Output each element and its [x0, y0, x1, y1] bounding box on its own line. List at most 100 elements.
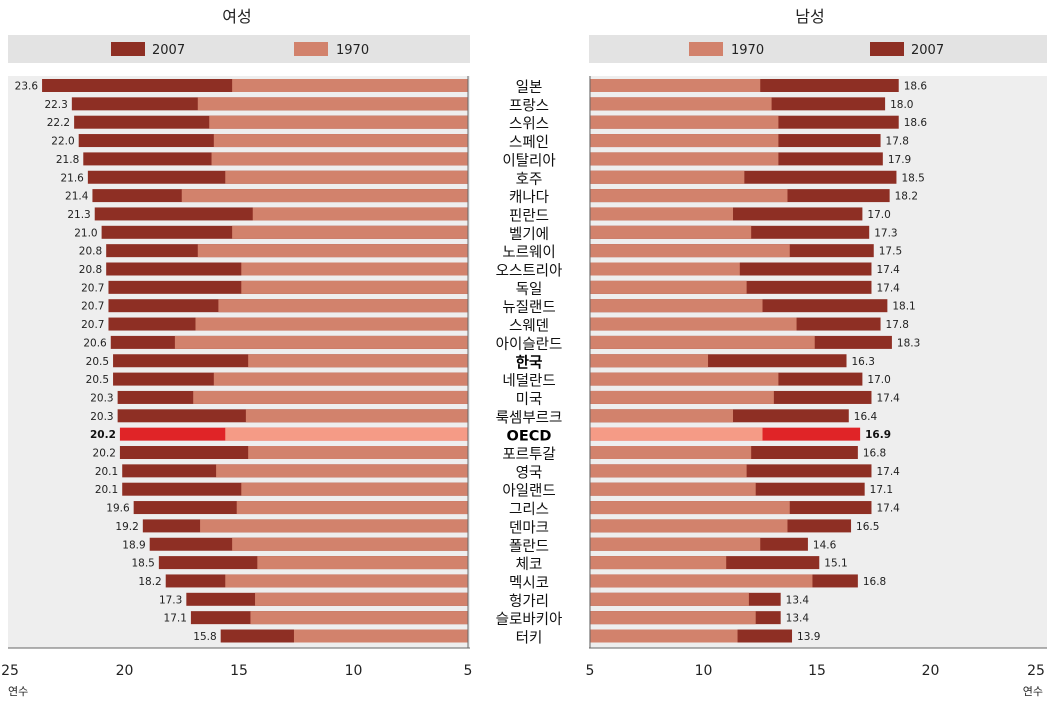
country-label: 포르투갈 [502, 446, 555, 463]
male-value-label: 17.9 [888, 154, 911, 166]
country-label: 헝가리 [509, 593, 549, 610]
male-legend-swatch-1970 [689, 42, 723, 56]
country-label: 핀란드 [509, 207, 549, 224]
male-value-label: 15.1 [824, 558, 847, 570]
country-label: 영국 [516, 464, 543, 481]
country-label: 캐나다 [509, 189, 549, 206]
female-bar-1970 [252, 207, 468, 221]
female-value-label: 22.3 [44, 99, 67, 111]
male-bar-1970 [590, 79, 761, 92]
country-label: 스웨덴 [509, 318, 549, 335]
male-bar-1970 [590, 170, 745, 184]
female-unit-label: 연수 [8, 685, 28, 698]
country-label: 네덜란드 [502, 373, 555, 390]
male-value-label: 18.6 [904, 81, 928, 93]
female-bar-1970 [216, 464, 468, 478]
female-legend-swatch-1970 [294, 42, 328, 56]
country-label: 터키 [516, 630, 543, 647]
female-value-label: 20.3 [90, 392, 113, 404]
female-bar-1970 [241, 280, 468, 294]
female-value-label: 20.6 [83, 337, 107, 349]
male-value-label: 18.0 [890, 99, 913, 111]
male-x-tick-label: 20 [922, 663, 940, 679]
male-bar-1970 [590, 152, 779, 166]
female-bar-1970 [174, 335, 468, 349]
female-value-label: 21.4 [65, 191, 89, 203]
female-bar-1970 [255, 592, 468, 606]
male-bar-1970 [590, 189, 788, 203]
male-bar-1970 [590, 611, 756, 625]
male-legend-swatch-2007 [870, 42, 904, 56]
female-x-tick-label: 5 [464, 663, 473, 679]
country-label: 룩셈부르크 [496, 409, 563, 426]
female-legend-swatch-2007 [111, 42, 145, 56]
female-bar-1970 [232, 225, 468, 239]
country-label: 오스트리아 [496, 263, 563, 280]
male-x-tick-label: 25 [1027, 663, 1045, 679]
male-value-label: 17.8 [886, 319, 909, 331]
male-bar-1970 [590, 574, 813, 588]
male-value-label: 18.5 [901, 172, 924, 184]
male-x-tick-label: 15 [808, 663, 826, 679]
country-label: 뉴질랜드 [502, 299, 555, 316]
male-bar-1970 [590, 317, 797, 331]
female-bar-1970 [197, 97, 468, 111]
country-label: 체코 [516, 556, 543, 573]
female-bar-1970 [181, 189, 468, 203]
male-value-label: 13.4 [786, 613, 810, 625]
male-value-label: 18.3 [897, 337, 920, 349]
female-legend-label-1970: 1970 [336, 43, 369, 58]
female-bar-1970 [193, 390, 468, 404]
female-bar-1970 [293, 629, 468, 643]
female-value-label: 20.5 [86, 374, 109, 386]
female-value-label: 20.7 [81, 319, 104, 331]
female-value-label: 20.8 [79, 264, 102, 276]
male-value-label: 17.0 [867, 209, 890, 221]
male-bar-1970 [590, 244, 790, 258]
female-value-label: 23.6 [15, 81, 39, 93]
male-value-label: 16.9 [865, 429, 891, 441]
female-bar-1970 [200, 519, 468, 533]
male-bar-1970 [590, 134, 779, 148]
country-label: 독일 [516, 281, 543, 298]
female-bar-1970 [197, 244, 468, 258]
country-label: OECD [507, 429, 552, 445]
female-x-tick-label: 10 [345, 663, 363, 679]
country-labels: 일본프랑스스위스스페인이탈리아호주캐나다핀란드벨기에노르웨이오스트리아독일뉴질랜… [496, 79, 563, 647]
female-value-label: 15.8 [193, 631, 216, 643]
male-legend-label-2007: 2007 [911, 43, 944, 58]
female-legend-box [8, 35, 470, 63]
female-bar-1970 [209, 115, 469, 129]
male-bar-1970 [590, 556, 727, 570]
female-bar-1970 [232, 537, 468, 551]
female-bar-1970 [250, 611, 468, 625]
male-value-label: 17.4 [876, 392, 900, 404]
female-value-label: 20.2 [93, 448, 116, 460]
country-label: 이탈리아 [502, 152, 555, 169]
female-value-label: 18.2 [138, 576, 161, 588]
country-label: 그리스 [509, 501, 549, 518]
country-label: 노르웨이 [502, 244, 555, 261]
male-value-label: 17.4 [876, 264, 900, 276]
male-bars: 18.6 18.0 18.6 17.8 17.9 18.5 18.2 17.0 17.3 17.5… [590, 79, 927, 643]
male-value-label: 17.4 [876, 503, 900, 515]
x-axes: 25 20 15 10 5 5 10 15 20 25 [1, 76, 1047, 679]
female-bar-1970 [213, 372, 468, 386]
male-bar-1970 [590, 427, 763, 441]
female-bar-1970 [248, 446, 468, 459]
country-label: 아이슬란드 [496, 336, 563, 353]
male-bar-1970 [590, 464, 747, 478]
male-legend-box [589, 35, 1047, 63]
male-bar-1970 [590, 225, 752, 239]
male-unit-label: 연수 [1023, 685, 1043, 698]
female-value-label: 21.6 [60, 172, 84, 184]
male-bar-1970 [590, 262, 740, 276]
male-bar-1970 [590, 390, 774, 404]
female-bar-1970 [241, 262, 468, 276]
country-label: 호주 [516, 172, 543, 188]
male-bar-1970 [590, 97, 772, 111]
country-label: 스페인 [509, 134, 549, 151]
female-legend-label-2007: 2007 [152, 43, 185, 58]
female-panel-title: 여성 [222, 7, 251, 26]
